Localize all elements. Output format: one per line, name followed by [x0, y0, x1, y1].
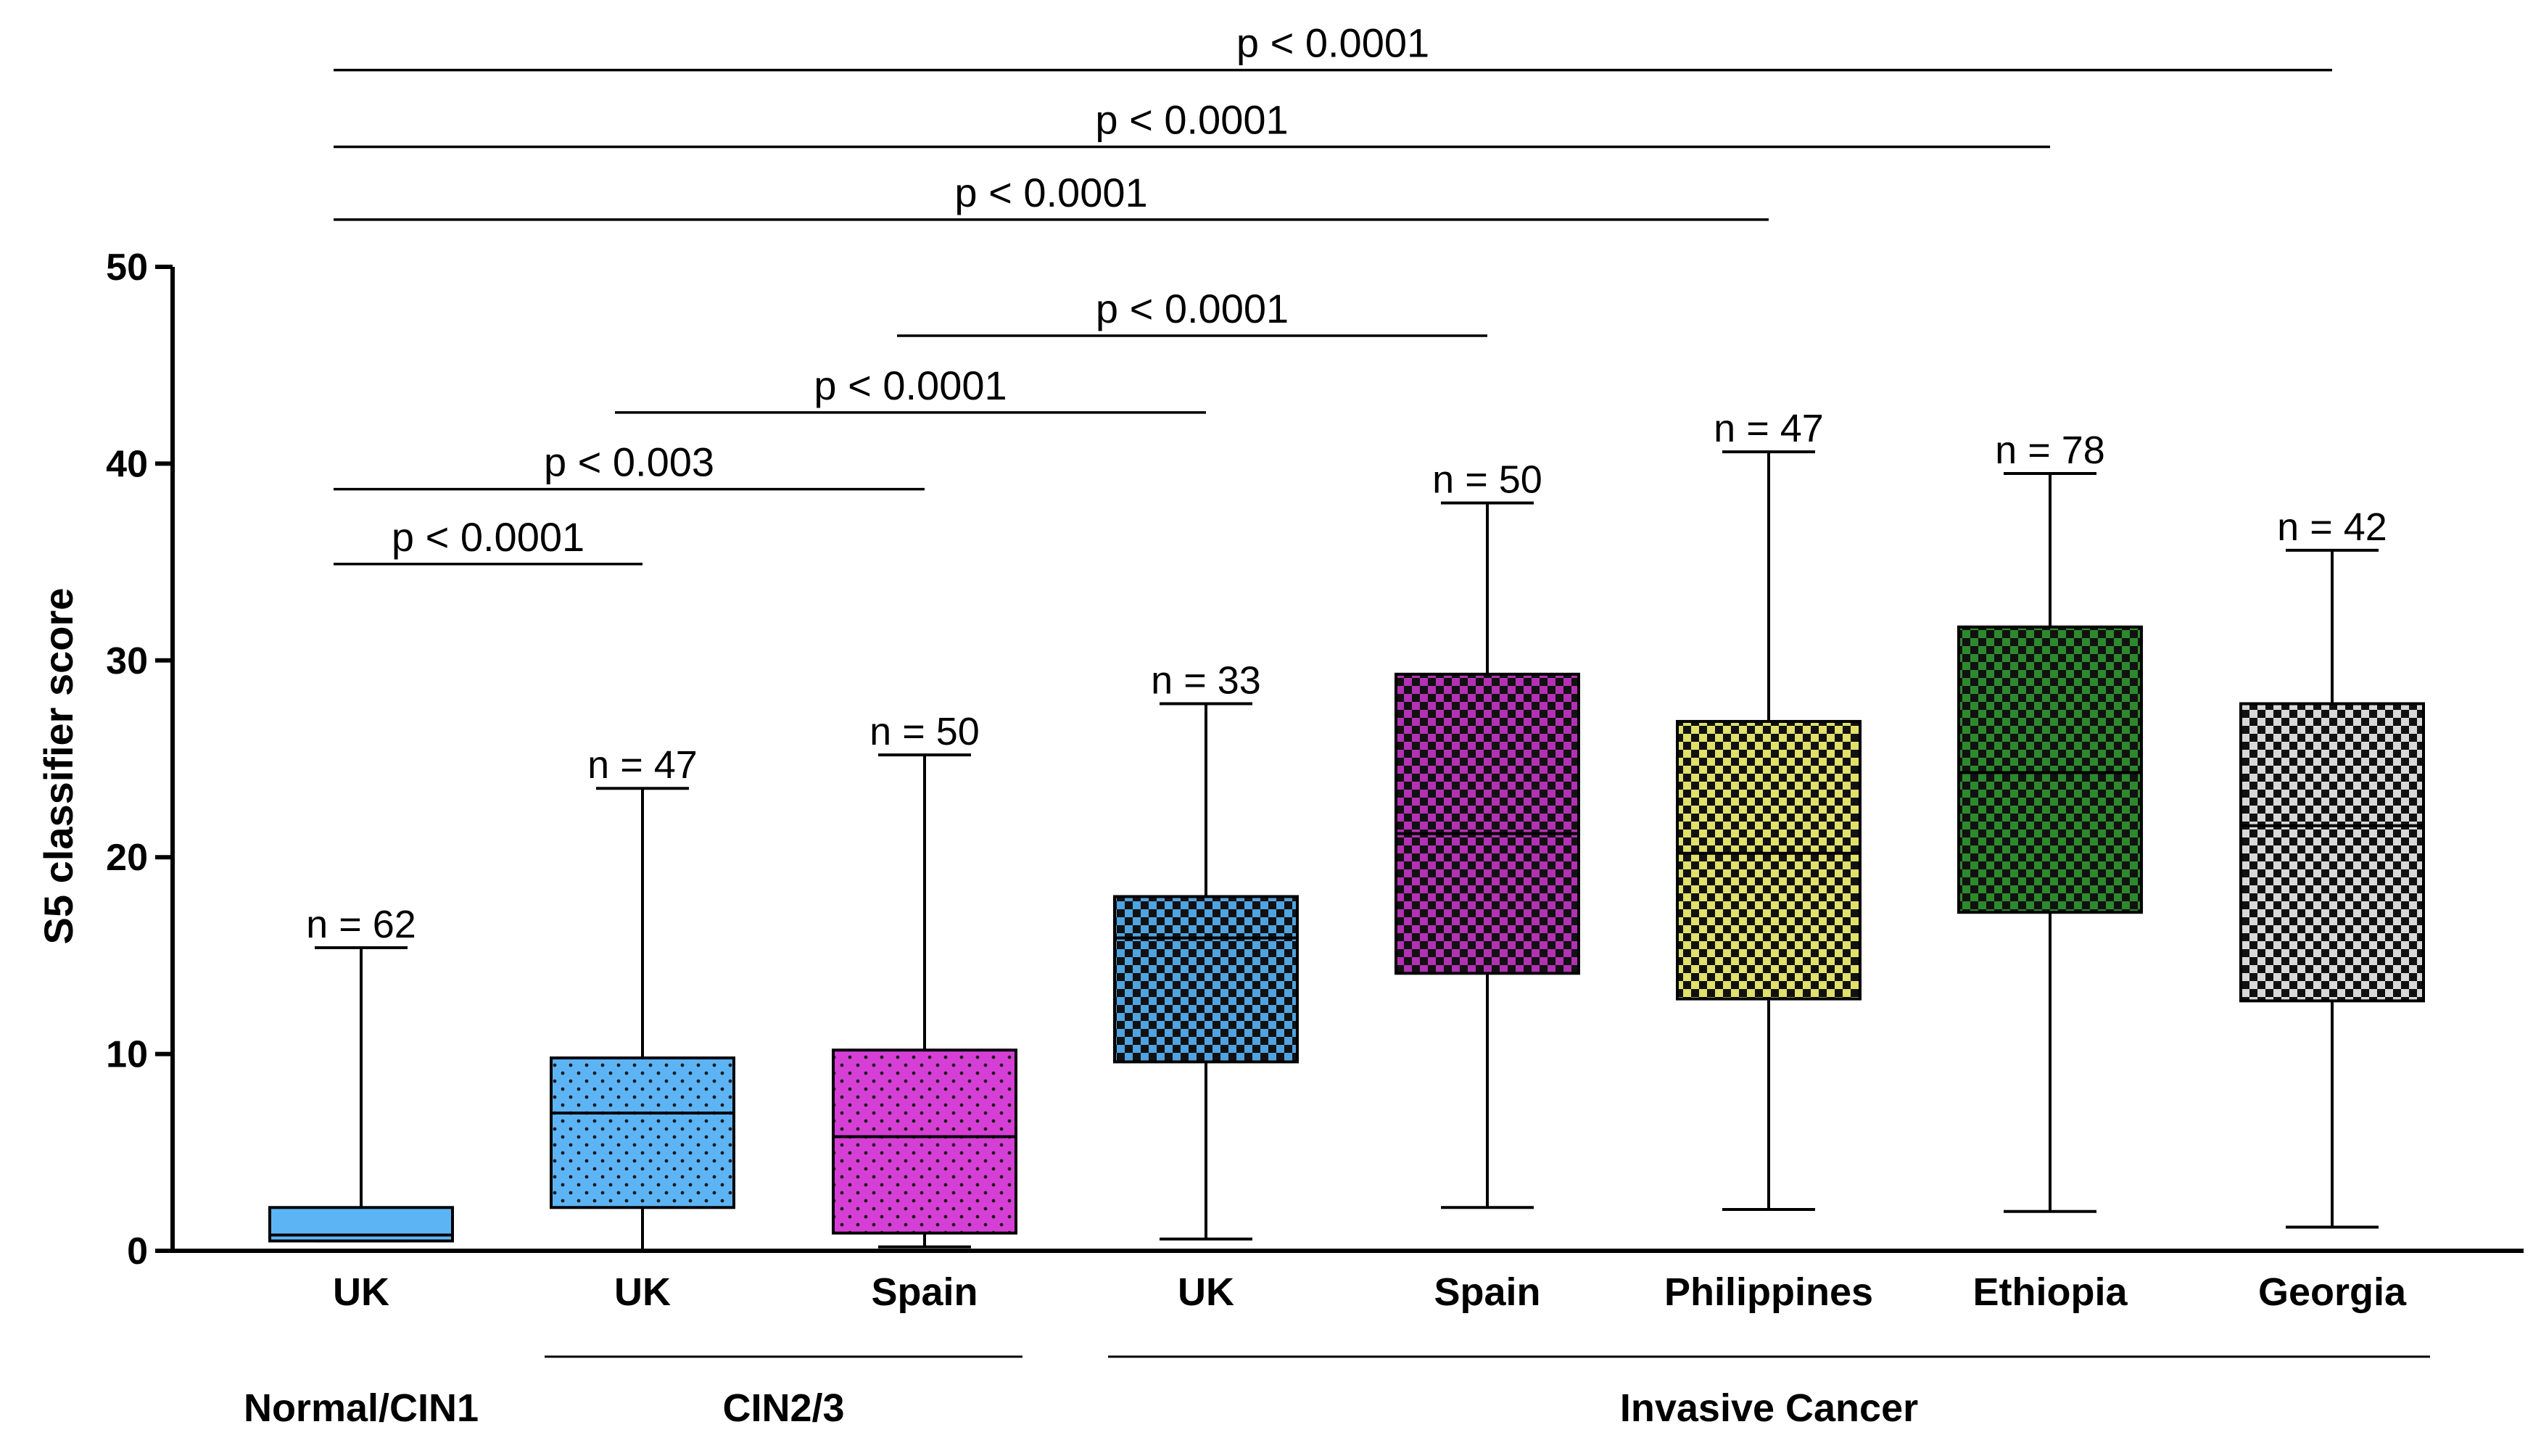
- box-4: [1395, 501, 1580, 1209]
- box-outline: [2239, 702, 2425, 1003]
- significance-brackets: p < 0.0001 p < 0.003 p < 0.0001 p < 0.0001 p…: [334, 20, 2332, 566]
- y-tick-label: 30: [106, 640, 148, 682]
- box-3: [1113, 702, 1299, 1241]
- p-value-label: p < 0.0001: [1095, 96, 1288, 142]
- p-value-label: p < 0.0001: [954, 170, 1147, 215]
- category-label: Spain: [1434, 1270, 1540, 1314]
- n-label: n = 33: [1151, 659, 1261, 703]
- n-label: n = 42: [2277, 505, 2387, 549]
- box-pattern: [1115, 896, 1297, 1062]
- box-6: [1957, 471, 2143, 1213]
- box-pattern: [1677, 721, 1860, 999]
- labels: n = 62 UK n = 47 UK n = 50 Spain n = 33 UK n = 5…: [244, 407, 2430, 1430]
- n-label: n = 47: [587, 743, 698, 787]
- p-value-label: p < 0.0001: [814, 363, 1007, 408]
- p-value-label: p < 0.003: [544, 439, 714, 485]
- boxes: [268, 450, 2425, 1251]
- p-value-label: p < 0.0001: [1096, 286, 1289, 331]
- box-outline: [1113, 895, 1299, 1064]
- y-tick-label: 50: [106, 247, 148, 289]
- axes: 0 10 20 30 40 50 S5 classifier score: [36, 247, 2524, 1273]
- n-label: n = 50: [869, 710, 980, 753]
- group-label: CIN2/3: [722, 1386, 844, 1430]
- box-outline: [1676, 719, 1862, 1001]
- category-label: Georgia: [2258, 1270, 2407, 1314]
- box-pattern: [1959, 626, 2141, 913]
- box-outline: [1957, 625, 2143, 914]
- box-outline: [268, 1206, 454, 1243]
- box-outline: [832, 1048, 1017, 1235]
- category-label: Philippines: [1664, 1270, 1873, 1314]
- n-label: n = 62: [306, 903, 416, 946]
- y-tick-label: 20: [106, 837, 148, 879]
- category-label: UK: [614, 1270, 671, 1314]
- p-value-label: p < 0.0001: [392, 514, 584, 560]
- y-tick-label: 0: [127, 1230, 148, 1273]
- n-label: n = 50: [1432, 458, 1542, 502]
- box-pattern: [2241, 703, 2424, 1001]
- y-tick-label: 40: [106, 443, 148, 485]
- n-label: n = 78: [1995, 429, 2105, 472]
- box-pattern: [1396, 674, 1579, 974]
- category-label: UK: [1178, 1270, 1234, 1314]
- box-5: [1676, 450, 1862, 1212]
- box-pattern: [833, 1050, 1016, 1233]
- box-outline: [1395, 672, 1580, 975]
- box-pattern: [551, 1058, 734, 1208]
- box-1: [550, 787, 735, 1251]
- group-label: Invasive Cancer: [1620, 1386, 1918, 1430]
- n-label: n = 47: [1714, 407, 1824, 450]
- category-label: Spain: [871, 1270, 978, 1314]
- category-label: UK: [333, 1270, 389, 1314]
- y-tick-label: 10: [106, 1034, 148, 1076]
- box-2: [832, 753, 1017, 1249]
- p-value-label: p < 0.0001: [1236, 20, 1429, 66]
- box-0: [268, 946, 454, 1243]
- category-label: Ethiopia: [1973, 1270, 2128, 1314]
- y-axis-label: S5 classifier score: [36, 588, 81, 945]
- box-7: [2239, 548, 2425, 1229]
- group-label: Normal/CIN1: [244, 1386, 479, 1430]
- box-outline: [550, 1056, 735, 1209]
